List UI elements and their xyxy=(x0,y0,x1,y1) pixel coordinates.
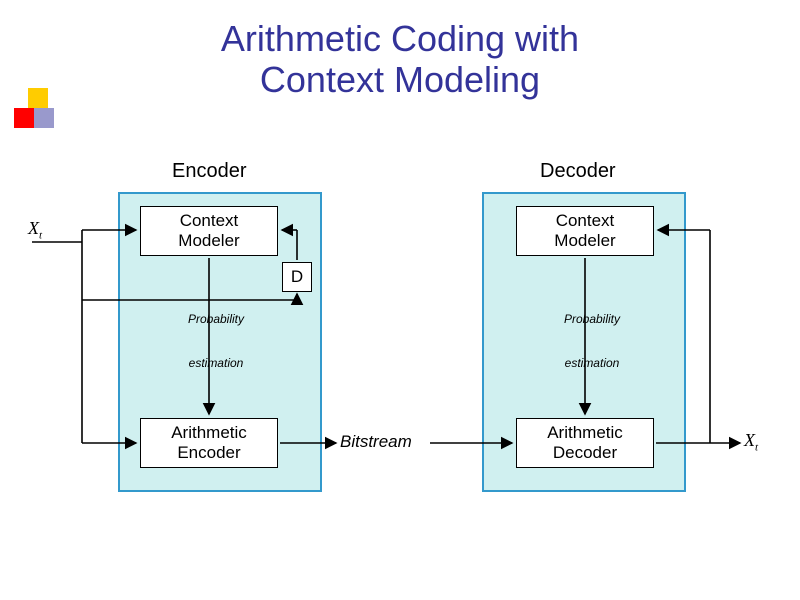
decor-sq-yellow xyxy=(28,88,48,108)
encoder-context-l1: Context xyxy=(180,211,239,230)
encoder-context-modeler-box: Context Modeler xyxy=(140,206,278,256)
decoder-estimation-text: estimation xyxy=(552,356,632,370)
encoder-arith-l1: Arithmetic xyxy=(171,423,247,442)
decoder-arith-l1: Arithmetic xyxy=(547,423,623,442)
decoder-label: Decoder xyxy=(540,160,616,183)
decoder-mid-l2: estimation xyxy=(565,356,620,370)
decoder-context-l1: Context xyxy=(556,211,615,230)
title-line1: Arithmetic Coding with xyxy=(221,18,579,59)
decoder-mid-l1: Probability xyxy=(564,312,620,326)
encoder-d-box: D xyxy=(282,262,312,292)
encoder-probability-text: Probability xyxy=(176,312,256,326)
decoder-context-l2: Modeler xyxy=(554,231,615,250)
decoder-context-modeler-box: Context Modeler xyxy=(516,206,654,256)
slide-title: Arithmetic Coding with Context Modeling xyxy=(0,0,800,101)
decoder-arith-l2: Decoder xyxy=(553,443,617,462)
decoder-probability-text: Probability xyxy=(552,312,632,326)
encoder-context-l2: Modeler xyxy=(178,231,239,250)
encoder-mid-l1: Probability xyxy=(188,312,244,326)
encoder-d-label: D xyxy=(291,267,303,287)
encoder-label: Encoder xyxy=(172,160,247,183)
decoder-arithmetic-decoder-box: Arithmetic Decoder xyxy=(516,418,654,468)
title-line2: Context Modeling xyxy=(260,59,540,100)
bitstream-label: Bitstream xyxy=(340,432,412,452)
encoder-input-label: Xt xyxy=(28,218,42,242)
encoder-arith-l2: Encoder xyxy=(177,443,240,462)
encoder-arithmetic-encoder-box: Arithmetic Encoder xyxy=(140,418,278,468)
decoder-output-label: Xt xyxy=(744,430,758,454)
encoder-estimation-text: estimation xyxy=(176,356,256,370)
decor-sq-blue xyxy=(34,108,54,128)
encoder-mid-l2: estimation xyxy=(189,356,244,370)
decor-sq-red xyxy=(14,108,34,128)
